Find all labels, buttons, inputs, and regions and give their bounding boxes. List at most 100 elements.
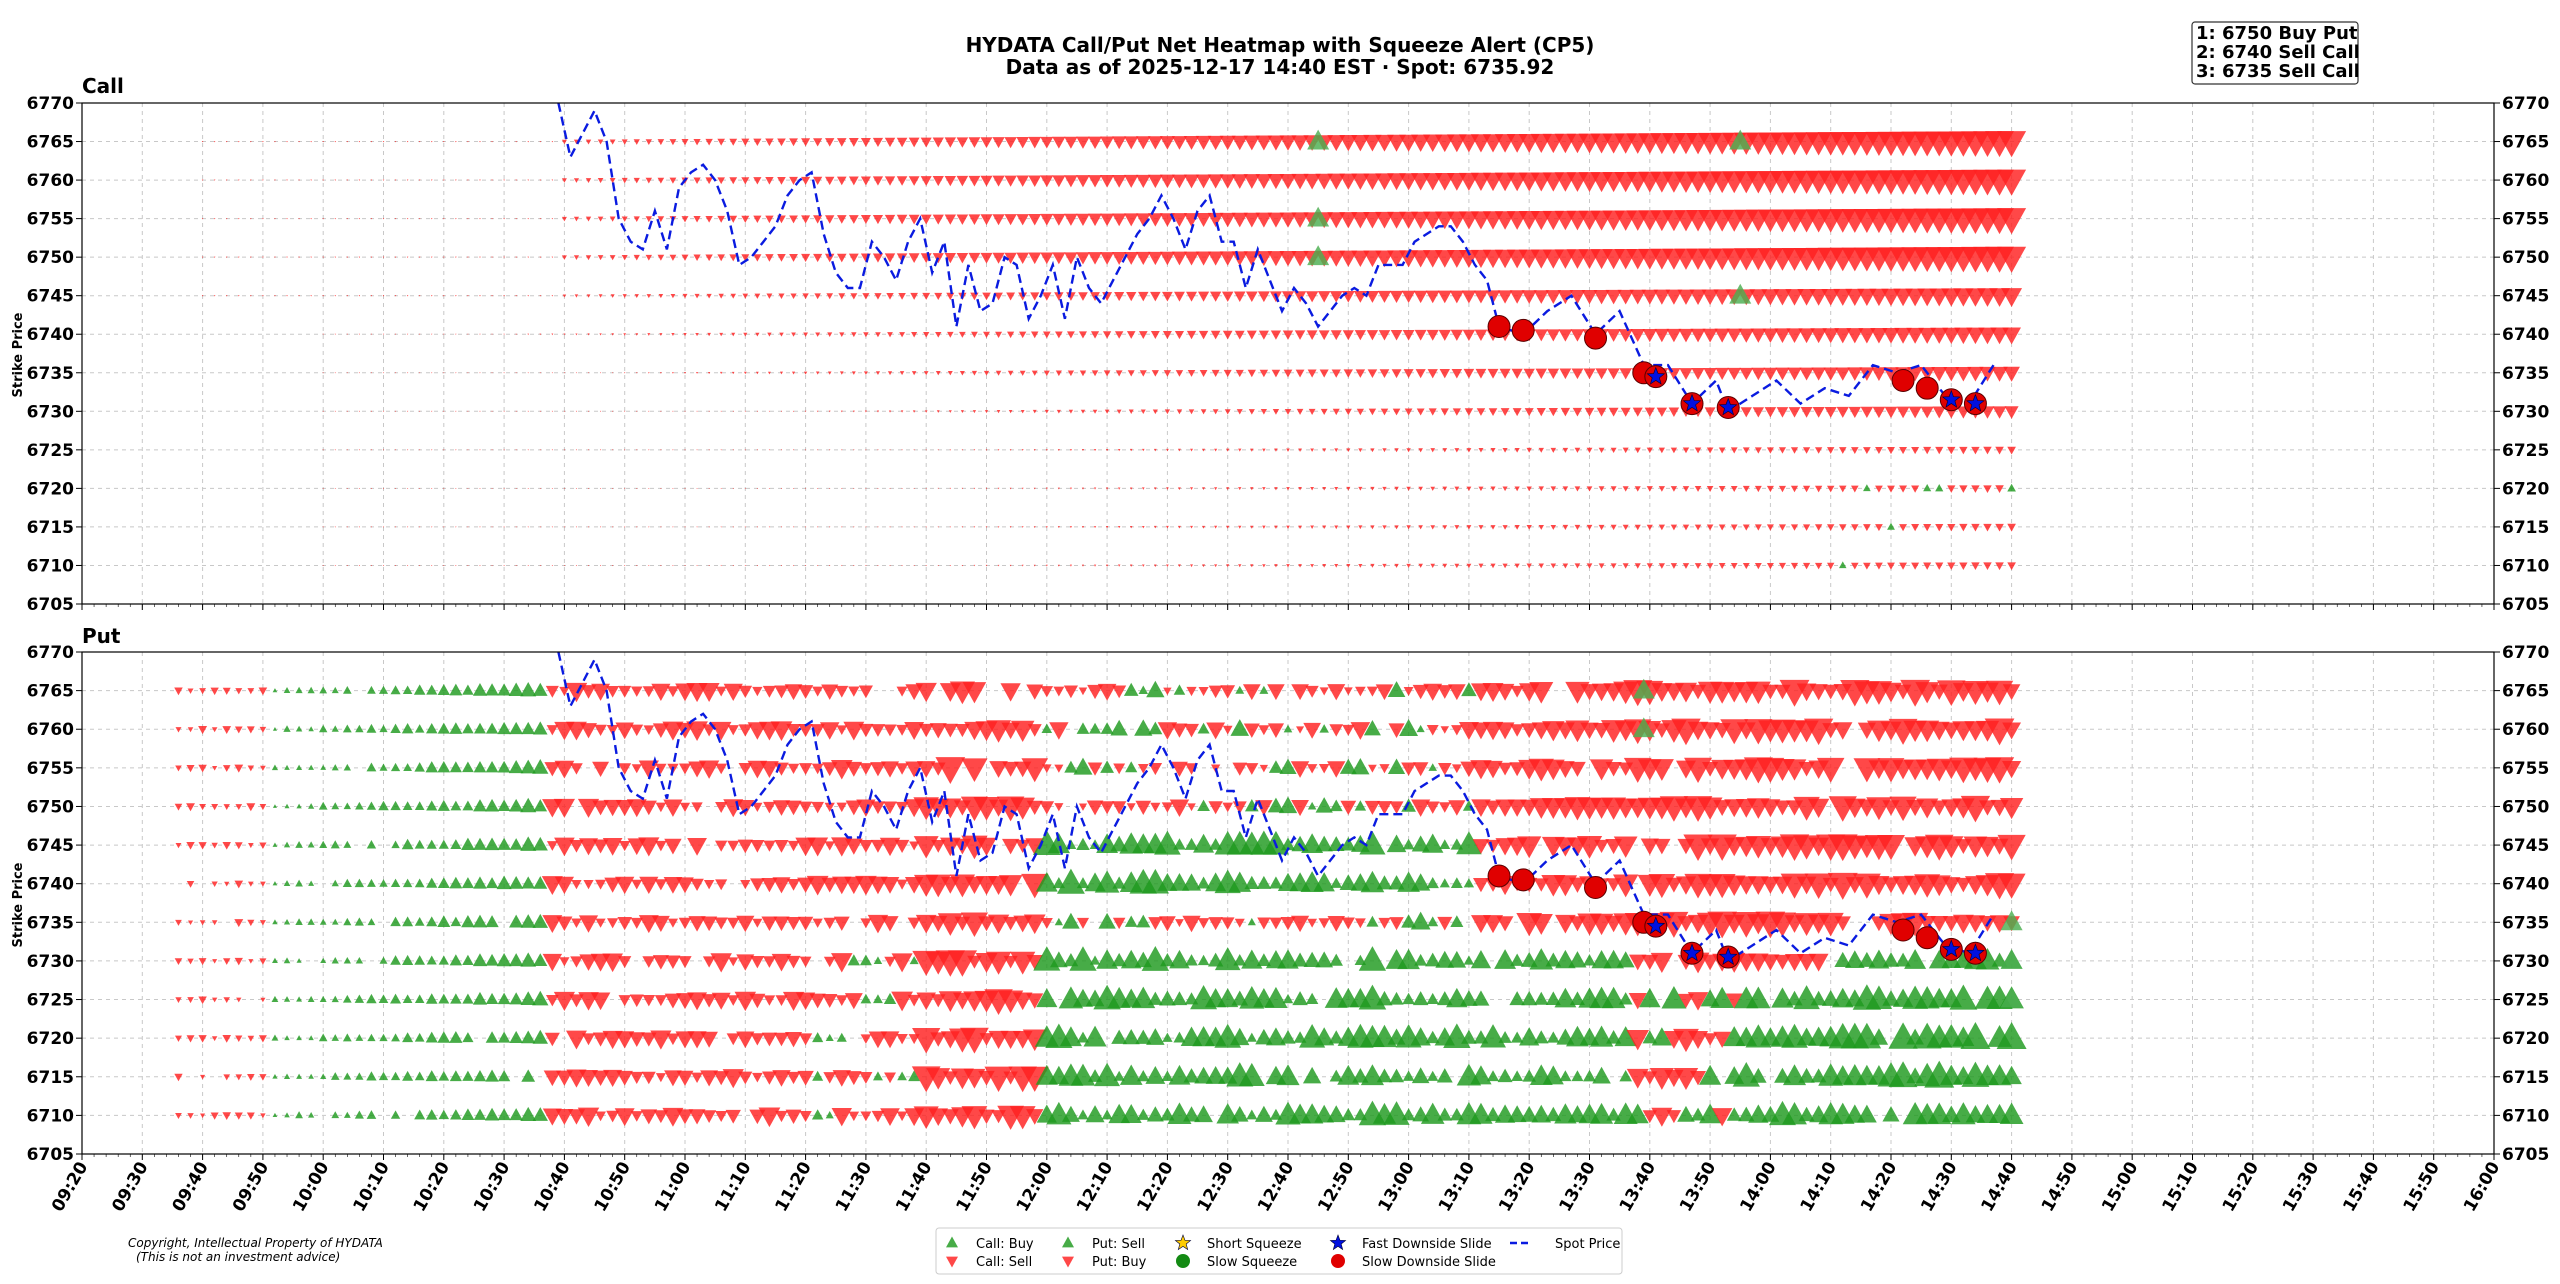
call-cell-marker [937, 526, 939, 528]
put-cell-marker [652, 955, 669, 970]
call-cell-marker [346, 218, 349, 220]
put-cell-marker [907, 917, 921, 930]
put-cell-marker [1267, 723, 1285, 738]
put-cell-marker [823, 1072, 837, 1084]
put-cell-marker [1341, 1108, 1356, 1121]
call-cell-marker [491, 179, 493, 181]
call-cell-marker [1411, 211, 1431, 229]
put-cell-marker [1326, 1105, 1346, 1123]
call-cell-marker [1574, 563, 1581, 569]
call-cell-marker [1622, 524, 1629, 531]
call-cell-marker [1162, 291, 1173, 302]
y-tick-label: 6715 [27, 518, 74, 538]
call-cell-marker [1382, 486, 1387, 491]
call-cell-marker [1214, 525, 1218, 529]
call-cell-marker [1056, 409, 1061, 414]
put-cell-marker [1460, 990, 1478, 1006]
put-cell-marker [666, 686, 680, 698]
x-tick-label: 10:00 [289, 1158, 333, 1215]
put-cell-marker [426, 723, 438, 734]
call-cell-marker [1322, 448, 1327, 452]
put-cell-marker [786, 955, 801, 969]
put-cell-marker [308, 1073, 314, 1079]
put-cell-marker [880, 761, 900, 778]
call-cell-marker [1330, 330, 1342, 341]
put-cell-marker [1111, 801, 1127, 815]
call-cell-marker [1270, 330, 1282, 340]
call-cell-marker [503, 372, 505, 374]
put-cell-marker [738, 1071, 753, 1085]
y-tick-label: 6730 [27, 952, 74, 972]
put-cell-marker [1858, 951, 1876, 967]
call-cell-marker [1899, 446, 1908, 455]
call-cell-marker [551, 487, 553, 490]
put-cell-marker [1023, 914, 1046, 935]
call-cell-marker [973, 526, 976, 528]
put-cell-marker [1064, 760, 1078, 773]
call-cell-marker [1322, 564, 1327, 568]
put-cell-marker [1350, 722, 1371, 740]
call-cell-marker [322, 410, 324, 412]
put-cell-marker [752, 802, 763, 812]
call-cell-marker [479, 256, 481, 258]
call-cell-marker [382, 565, 385, 567]
put-cell-marker [187, 727, 194, 733]
call-cell-marker [563, 565, 565, 567]
call-cell-marker [479, 449, 481, 451]
call-cell-marker [1971, 446, 1980, 455]
call-cell-marker [1947, 446, 1956, 455]
put-cell-marker [775, 995, 788, 1006]
y-tick-label: 6755 [27, 210, 74, 230]
put-cell-marker [1041, 723, 1053, 734]
put-cell-marker [1545, 991, 1561, 1005]
put-cell-marker [1047, 833, 1071, 854]
put-cell-marker [402, 801, 413, 810]
put-cell-marker [640, 800, 657, 816]
call-cell-marker [346, 179, 349, 181]
y-tick-label-right: 6770 [2502, 643, 2549, 663]
y-tick-label: 6760 [27, 720, 74, 740]
y-tick-label: 6740 [27, 875, 74, 895]
call-cell-marker [491, 256, 493, 258]
call-cell-marker [789, 215, 798, 224]
put-cell-marker [1816, 757, 1845, 783]
put-cell-marker [1375, 684, 1394, 701]
call-cell-marker [1524, 408, 1534, 417]
call-cell-marker [841, 565, 843, 567]
call-cell-marker [1009, 487, 1012, 490]
put-cell-marker [1690, 1107, 1706, 1121]
call-cell-marker [947, 370, 953, 376]
put-cell-marker [1002, 838, 1020, 855]
y-tick-label-right: 6735 [2502, 364, 2549, 384]
call-cell-marker [1572, 407, 1583, 417]
put-cell-marker [546, 725, 559, 736]
put-cell-marker [521, 721, 536, 735]
call-cell-marker [1016, 137, 1029, 149]
call-cell-marker [756, 410, 758, 412]
put-cell-marker [806, 875, 829, 896]
call-cell-marker [1346, 486, 1351, 491]
put-cell-marker [462, 684, 474, 695]
call-cell-marker [1826, 485, 1835, 493]
call-cell-marker [836, 138, 847, 147]
call-cell-marker [754, 293, 761, 299]
call-cell-marker [1171, 136, 1188, 150]
put-cell-marker [797, 685, 814, 699]
call-cell-marker [1255, 135, 1273, 151]
call-cell-marker [1526, 486, 1532, 492]
put-cell-marker [835, 685, 849, 698]
call-cell-marker [1790, 447, 1799, 454]
call-cell-marker [1310, 564, 1315, 568]
copyright-line2: (This is not an investment advice) [136, 1250, 340, 1264]
call-cell-marker [1019, 331, 1027, 339]
call-cell-marker [756, 526, 758, 528]
call-cell-marker [1259, 369, 1269, 378]
put-cell-marker [224, 881, 230, 887]
put-cell-marker [638, 915, 659, 934]
call-cell-marker [1346, 563, 1351, 568]
call-cell-marker [1054, 331, 1063, 339]
call-cell-marker [250, 218, 252, 220]
put-cell-marker [1175, 919, 1184, 928]
call-cell-marker [503, 526, 505, 528]
call-cell-marker [1334, 525, 1339, 530]
